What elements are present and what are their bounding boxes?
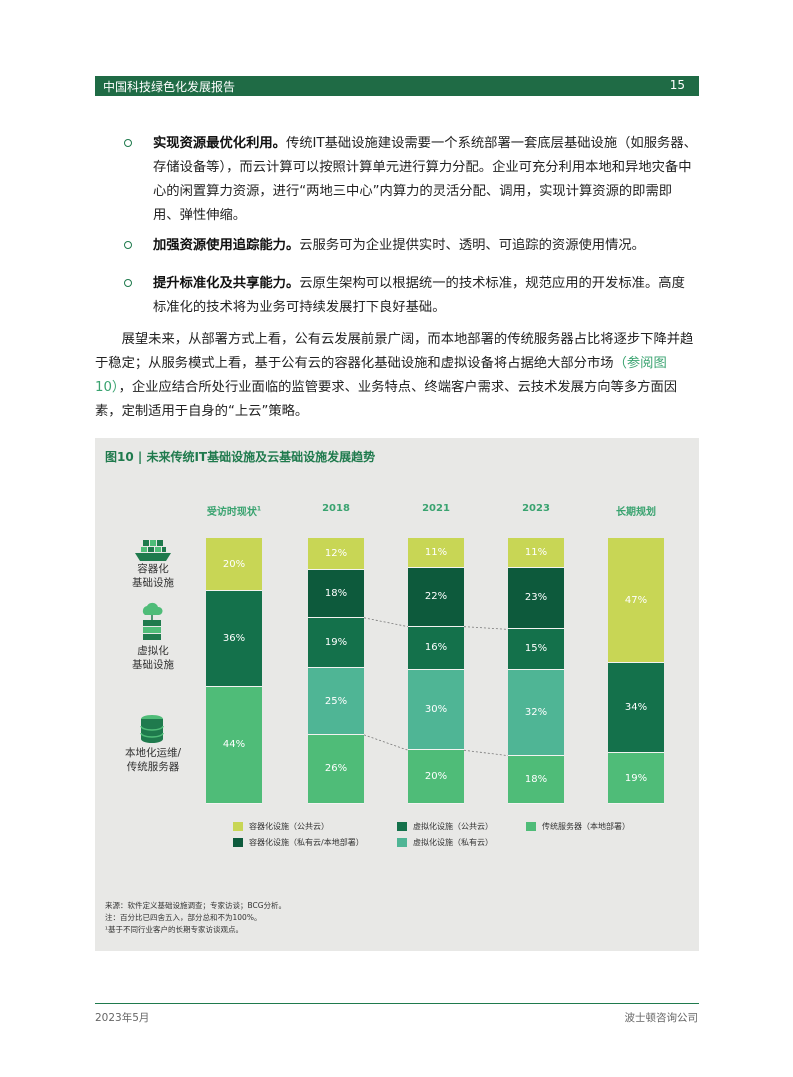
column-header: 长期规划 xyxy=(616,507,656,518)
bullet-text: 云服务可为企业提供实时、透明、可追踪的资源使用情况。 xyxy=(299,238,645,253)
legend-item: 传统服务器（本地部署） xyxy=(526,821,630,832)
stacked-bar: 47% 34% 19% xyxy=(608,538,664,804)
legend-swatch xyxy=(397,822,407,831)
bar-segment: 23% xyxy=(508,567,564,630)
bullet-circle-icon xyxy=(124,279,132,287)
trend-connector-lines xyxy=(363,617,509,757)
legend-label: 传统服务器（本地部署） xyxy=(542,822,630,831)
bar-segment: 25% xyxy=(308,668,364,735)
legend-swatch xyxy=(233,838,243,847)
column-header: 受访时现状1 xyxy=(206,505,262,518)
figure-notes: 来源：软件定义基础设施调查；专家访谈；BCG分析。 注：百分比已四舍五入，部分总… xyxy=(105,900,286,936)
bar-segment: 12% xyxy=(308,538,364,570)
bar-segment: 36% xyxy=(206,591,262,687)
paragraph-text: 展望未来，从部署方式上看，公有云发展前景广阔，而本地部署的传统服务器占比将逐步下… xyxy=(95,332,694,371)
legend-item: 容器化设施（私有云/本地部署） xyxy=(233,837,364,848)
source-note: 来源：软件定义基础设施调查；专家访谈；BCG分析。 xyxy=(105,901,287,910)
bar-segment: 18% xyxy=(508,755,564,804)
footer-org: 波士顿咨询公司 xyxy=(624,1012,699,1024)
stacked-bar: 12% 18% 19% 25% 26% xyxy=(308,538,364,804)
bar-segment: 11% xyxy=(408,538,464,568)
legend-swatch xyxy=(526,822,536,831)
bullet-heading: 加强资源使用追踪能力。 xyxy=(153,238,300,253)
legend-item: 虚拟化设施（公共云） xyxy=(397,821,493,832)
bullet-text: 云原生架构可以根据统一的技术标准，规范应用的开发标准。高度标准化的技术将为业务可… xyxy=(153,276,685,315)
trend-connector xyxy=(363,617,409,628)
row-label-text: 本地化运维/ 传统服务器 xyxy=(124,747,182,773)
container-ship-icon xyxy=(135,540,171,561)
stacked-bar: 11% 23% 15% 32% 18% xyxy=(508,538,564,804)
bullet-circle-icon xyxy=(124,139,132,147)
paragraph-text: ，企业应结合所处行业面临的监管要求、业务特点、终端客户需求、云技术发展方向等多方… xyxy=(95,380,678,419)
column-header: 2021 xyxy=(422,503,450,514)
legend-item: 容器化设施（公共云） xyxy=(233,821,329,832)
bullet-heading: 提升标准化及共享能力。 xyxy=(153,276,300,291)
stacked-bar: 20% 36% 44% xyxy=(206,538,262,804)
bar-segment: 18% xyxy=(308,569,364,618)
bar-segment: 16% xyxy=(408,626,464,670)
bar-segment: 19% xyxy=(608,753,664,804)
page-header: 中国科技绿色化发展报告 15 xyxy=(95,76,699,96)
bar-segment: 47% xyxy=(608,538,664,664)
bar-segment: 15% xyxy=(508,629,564,670)
figure-reference-link[interactable]: （参阅图10） xyxy=(95,356,667,395)
bar-segment: 44% xyxy=(206,686,262,804)
rounding-note: 注：百分比已四舍五入，部分总和不为100%。 xyxy=(105,913,262,922)
body-paragraph: 展望未来，从部署方式上看，公有云发展前景广阔，而本地部署的传统服务器占比将逐步下… xyxy=(95,328,699,424)
trend-connector xyxy=(463,626,509,630)
row-label-text: 虚拟化 基础设施 xyxy=(132,645,174,671)
legend-swatch xyxy=(397,838,407,847)
bullet-text: 传统IT基础设施建设需要一个系统部署一套底层基础设施（如服务器、存储设备等），而… xyxy=(153,136,697,223)
footer-divider xyxy=(95,1003,699,1004)
column-header: 2023 xyxy=(522,503,550,514)
bar-segment: 34% xyxy=(608,663,664,754)
bullet-heading: 实现资源最优化利用。 xyxy=(153,136,286,151)
legend-label: 虚拟化设施（公共云） xyxy=(413,822,493,831)
stacked-bar: 11% 22% 16% 30% 20% xyxy=(408,538,464,804)
bar-segment: 11% xyxy=(508,538,564,568)
legend-label: 容器化设施（公共云） xyxy=(249,822,329,831)
legend-label: 容器化设施（私有云/本地部署） xyxy=(249,838,364,847)
figure-panel: 图10 | 未来传统IT基础设施及云基础设施发展趋势 容器化 基础设施 虚拟化 … xyxy=(95,438,699,951)
bullet-item: 实现资源最优化利用。传统IT基础设施建设需要一个系统部署一套底层基础设施（如服务… xyxy=(124,132,698,228)
bullet-item: 提升标准化及共享能力。云原生架构可以根据统一的技术标准，规范应用的开发标准。高度… xyxy=(124,272,698,320)
legend-swatch xyxy=(233,822,243,831)
page-number: 15 xyxy=(669,78,685,92)
legend-label: 虚拟化设施（私有云） xyxy=(413,838,493,847)
footer-date: 2023年5月 xyxy=(95,1012,150,1024)
legend-item: 虚拟化设施（私有云） xyxy=(397,837,493,848)
cloud-server-icon xyxy=(142,602,163,640)
bar-segment: 20% xyxy=(408,750,464,804)
bar-segment: 22% xyxy=(408,567,464,627)
bar-segment: 26% xyxy=(308,734,364,804)
bar-segment: 20% xyxy=(206,538,262,592)
row-label-container: 容器化 基础设施 xyxy=(108,562,198,590)
row-label-traditional: 本地化运维/ 传统服务器 xyxy=(108,746,198,774)
trend-connector xyxy=(463,749,509,757)
bar-segment: 30% xyxy=(408,669,464,751)
figure-title: 图10 | 未来传统IT基础设施及云基础设施发展趋势 xyxy=(105,450,376,464)
trend-connector xyxy=(363,734,409,751)
report-title: 中国科技绿色化发展报告 xyxy=(103,80,236,94)
bullet-circle-icon xyxy=(124,241,132,249)
footnote: ¹基于不同行业客户的长期专家访谈观点。 xyxy=(105,925,244,934)
row-label-virtual: 虚拟化 基础设施 xyxy=(108,644,198,672)
bar-segment: 19% xyxy=(308,617,364,669)
database-icon xyxy=(140,715,164,743)
bar-segment: 32% xyxy=(508,669,564,756)
column-header: 2018 xyxy=(322,503,350,514)
bullet-item: 加强资源使用追踪能力。云服务可为企业提供实时、透明、可追踪的资源使用情况。 xyxy=(124,234,698,258)
row-label-text: 容器化 基础设施 xyxy=(132,563,174,589)
